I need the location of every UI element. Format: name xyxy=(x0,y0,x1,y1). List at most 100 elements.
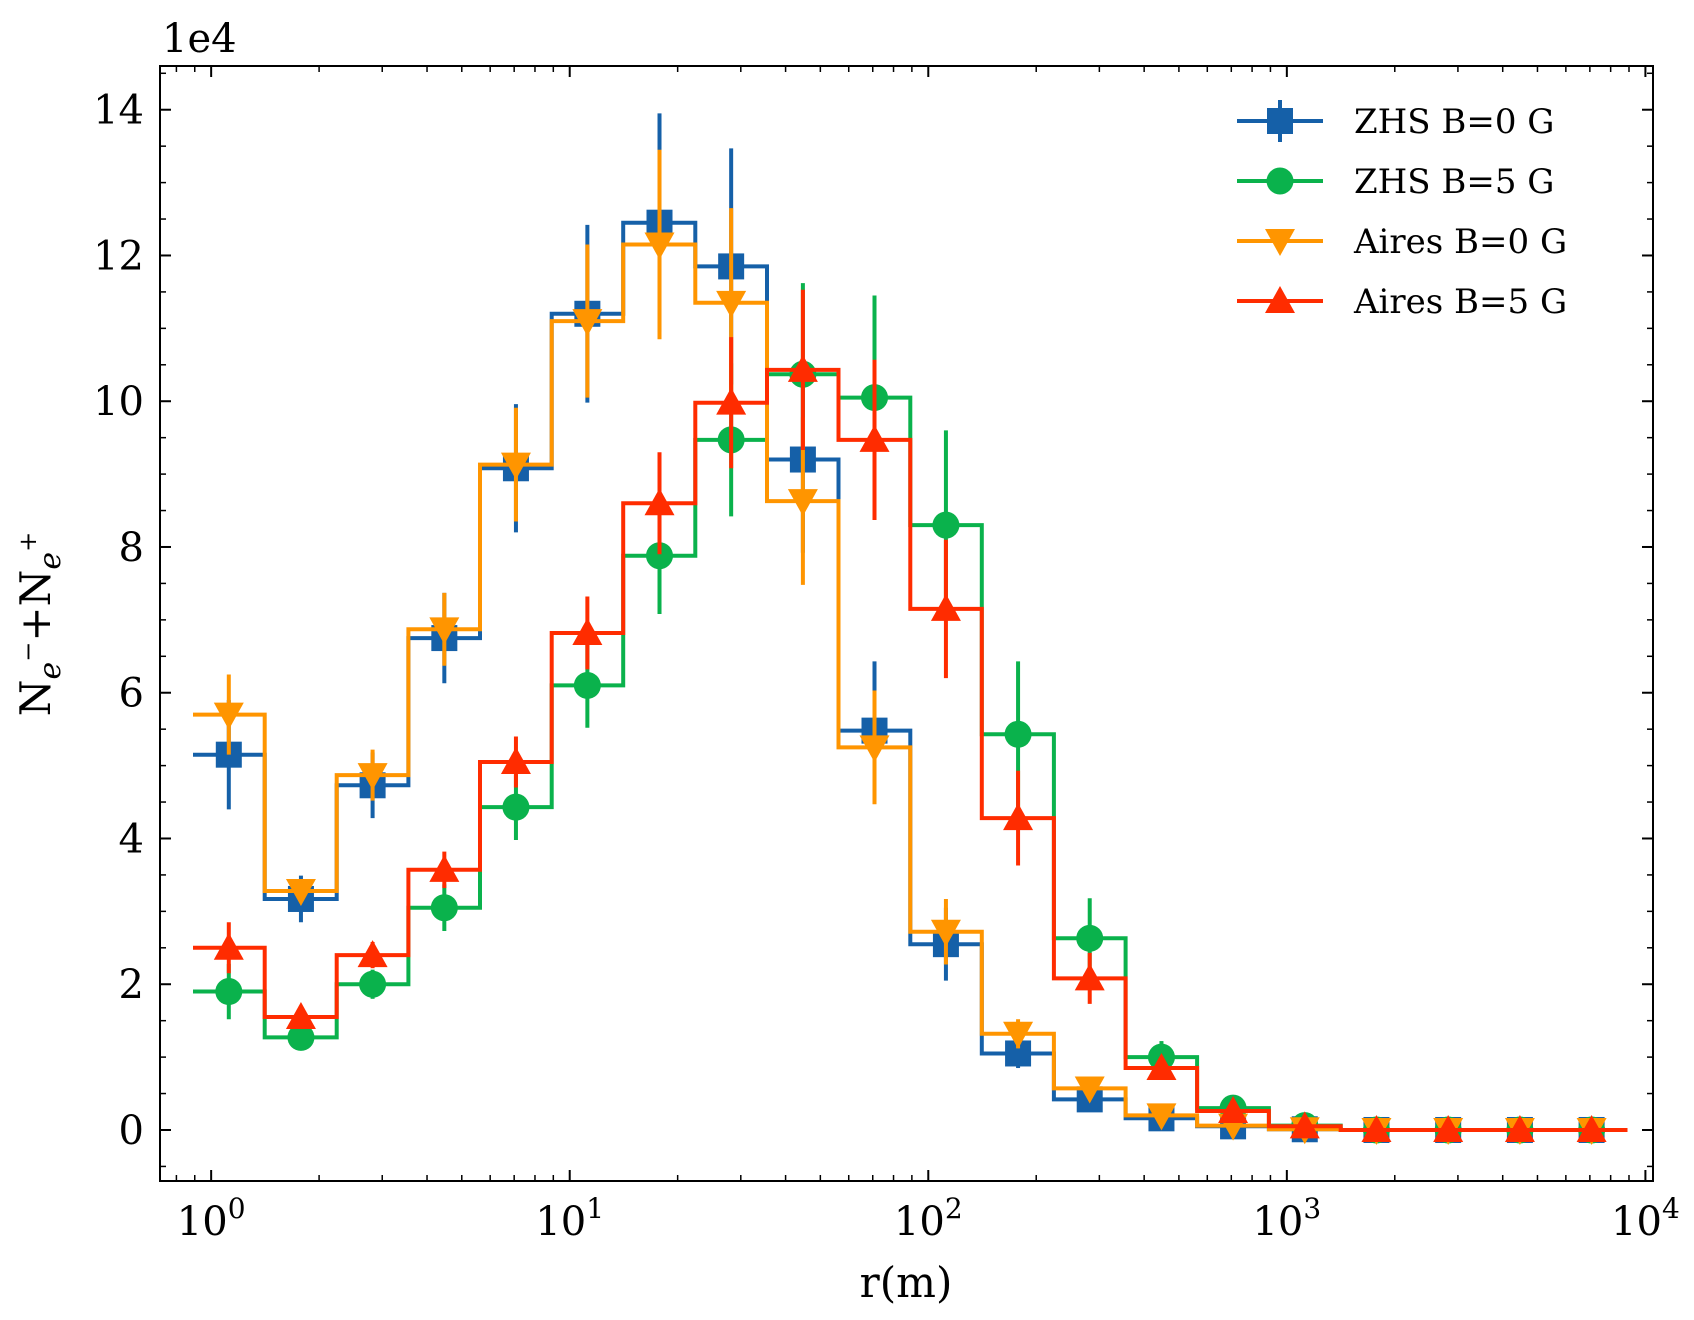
y-label-p2: + xyxy=(14,532,42,552)
legend-item-4: Aires B=5 G xyxy=(1237,282,1567,322)
data-point xyxy=(573,671,601,699)
y-tick-labels: 0 2 4 6 8 10 12 14 xyxy=(93,88,144,1154)
data-point xyxy=(1504,1114,1535,1142)
x-tick-base: 10 xyxy=(894,1199,945,1245)
x-axis-label: r(m) xyxy=(860,1258,953,1307)
data-point xyxy=(1146,1053,1177,1081)
x-tick-exponent: 1 xyxy=(586,1192,604,1225)
legend-marker xyxy=(1267,108,1293,134)
data-point xyxy=(213,932,244,960)
data-point xyxy=(787,489,818,517)
y-tick-label: 10 xyxy=(93,379,144,425)
plot-frame xyxy=(159,65,1654,1182)
x-tick-base: 10 xyxy=(1252,1199,1303,1245)
y-label-s2: e xyxy=(33,552,68,570)
x-tick-exponent: 0 xyxy=(228,1192,246,1225)
legend-marker xyxy=(1265,229,1295,256)
legend-item-3: Aires B=0 G xyxy=(1237,222,1567,262)
legend-label: ZHS B=0 G xyxy=(1354,102,1554,142)
x-tick-base: 10 xyxy=(1611,1199,1662,1245)
x-tick-exponent: 4 xyxy=(1662,1192,1680,1225)
data-point xyxy=(429,854,460,882)
data-point xyxy=(1074,1076,1105,1104)
data-point xyxy=(357,763,388,791)
data-point xyxy=(1361,1114,1392,1142)
legend-item-1: ZHS B=0 G xyxy=(1237,100,1554,142)
y-tick-label: 6 xyxy=(119,671,144,717)
data-point xyxy=(644,488,675,516)
data-point xyxy=(787,354,818,382)
data-point xyxy=(430,894,458,922)
data-point xyxy=(859,735,890,763)
y-label-plus: + xyxy=(11,606,60,641)
data-point xyxy=(572,309,603,337)
data-point xyxy=(930,593,961,621)
data-point xyxy=(1076,924,1104,952)
x-tick-label: 101 xyxy=(535,1192,604,1245)
y-tick-label: 8 xyxy=(119,525,144,571)
data-point xyxy=(1576,1114,1607,1142)
series-step-line xyxy=(193,367,1628,1132)
data-point xyxy=(644,232,675,260)
svg-text:Ne−+Ne+: Ne−+Ne+ xyxy=(11,532,68,716)
data-point xyxy=(213,702,244,730)
data-point xyxy=(716,290,747,318)
data-point xyxy=(285,1002,316,1030)
data-point xyxy=(1433,1114,1464,1142)
y-axis-label: Ne−+Ne+ xyxy=(11,532,68,716)
legend-item-2: ZHS B=5 G xyxy=(1237,162,1554,202)
data-point xyxy=(716,387,747,415)
data-point xyxy=(1074,963,1105,991)
x-tick-label: 104 xyxy=(1611,1192,1680,1245)
legend: ZHS B=0 G ZHS B=5 G Aires B=0 G Aires B=5 G xyxy=(1237,100,1567,322)
y-label-p1: − xyxy=(14,642,42,662)
y-tick-label: 4 xyxy=(119,816,144,862)
y-label-n2: N xyxy=(11,570,60,607)
x-tick-base: 10 xyxy=(177,1199,228,1245)
series-layer xyxy=(193,113,1628,1145)
x-tick-exponent: 3 xyxy=(1303,1192,1321,1225)
y-label-s1: e xyxy=(33,662,68,680)
y-tick-label: 12 xyxy=(93,233,144,279)
y-tick-label: 0 xyxy=(119,1108,144,1154)
data-point xyxy=(500,746,531,774)
x-tick-exponent: 2 xyxy=(945,1192,963,1225)
legend-label: Aires B=0 G xyxy=(1353,222,1567,262)
data-point xyxy=(285,878,316,906)
data-point xyxy=(287,1023,315,1051)
y-tick-label: 14 xyxy=(93,88,144,134)
x-tick-label: 102 xyxy=(894,1192,963,1245)
data-point xyxy=(859,424,890,452)
legend-label: Aires B=5 G xyxy=(1353,282,1567,322)
legend-marker xyxy=(1265,286,1295,313)
data-point xyxy=(646,542,674,570)
legend-marker xyxy=(1266,167,1294,195)
data-point xyxy=(215,978,243,1006)
x-tick-base: 10 xyxy=(535,1199,586,1245)
data-point xyxy=(1289,1111,1320,1139)
x-tick-label: 103 xyxy=(1252,1192,1321,1245)
y-tick-label: 2 xyxy=(119,962,144,1008)
series-step-line xyxy=(193,242,1628,1132)
data-point xyxy=(500,452,531,480)
data-point xyxy=(1004,720,1032,748)
data-point xyxy=(1146,1103,1177,1131)
data-point xyxy=(1003,803,1034,831)
y-scale-multiplier: 1e4 xyxy=(162,16,237,62)
data-point xyxy=(932,511,960,539)
data-point xyxy=(429,617,460,645)
data-point xyxy=(357,940,388,968)
x-tick-labels: 100 101 102 103 104 xyxy=(177,1192,1680,1245)
data-point xyxy=(930,919,961,947)
data-point xyxy=(359,970,387,998)
data-point xyxy=(502,793,530,821)
series-4 xyxy=(193,289,1628,1142)
x-tick-label: 100 xyxy=(177,1192,246,1245)
legend-label: ZHS B=5 G xyxy=(1354,162,1554,202)
data-point xyxy=(1003,1021,1034,1049)
data-point xyxy=(1218,1096,1249,1124)
y-label-n1: N xyxy=(11,679,60,716)
data-point xyxy=(572,617,603,645)
